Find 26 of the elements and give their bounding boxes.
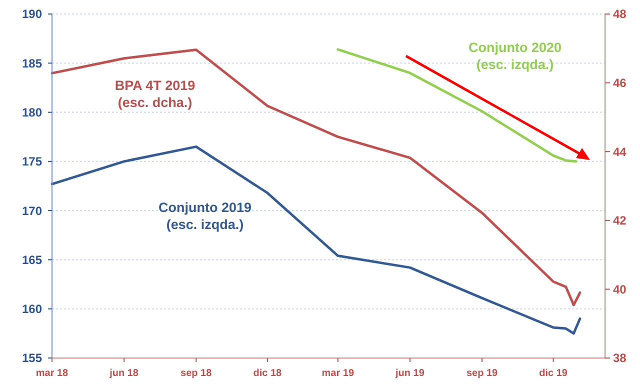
- y-tick-label: 190: [22, 7, 42, 22]
- x-tick-label: mar 18: [36, 368, 69, 379]
- series-label: BPA 4T 2019 (esc. dcha.): [114, 78, 196, 110]
- y2-tick-label: 48: [613, 7, 627, 22]
- y2-tick-label: 40: [613, 282, 627, 296]
- y-tick-label: 165: [22, 252, 42, 267]
- y-tick-label: 185: [22, 56, 42, 70]
- y2-tick-label: 46: [613, 76, 627, 90]
- y2-tick-label: 42: [613, 214, 627, 228]
- x-tick-label: dic 18: [253, 368, 282, 379]
- x-tick-label: mar 19: [322, 368, 354, 379]
- y-tick-label: 180: [22, 105, 42, 120]
- y-tick-label: 170: [22, 204, 42, 218]
- y-tick-label: 160: [22, 302, 42, 316]
- y-tick-label: 155: [22, 351, 42, 366]
- y2-tick-label: 38: [613, 351, 627, 366]
- y-tick-label: 175: [22, 154, 42, 169]
- line-series: [50, 145, 582, 335]
- x-tick-label: sep 19: [466, 368, 498, 379]
- y2-tick-label: 44: [613, 144, 627, 159]
- x-tick-label: sep 18: [180, 368, 212, 379]
- text: Conjunto 2020 (esc. izqda.): [468, 40, 562, 72]
- series-label: Conjunto 2019 (esc. izqda.): [158, 200, 252, 232]
- x-tick-label: jun 19: [394, 368, 425, 379]
- x-tick-label: jun 18: [108, 368, 139, 379]
- x-tick-label: dic 19: [539, 368, 568, 379]
